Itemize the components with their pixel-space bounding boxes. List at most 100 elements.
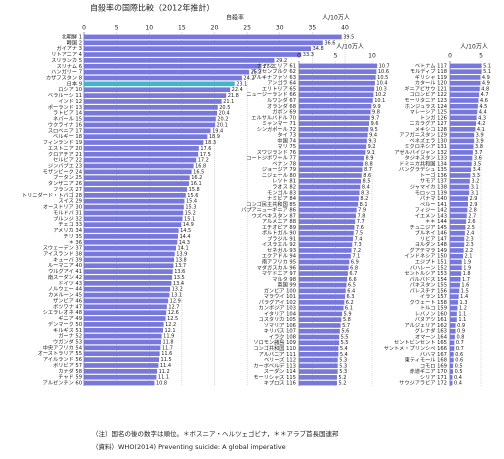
category-label: パナマ 140	[420, 195, 447, 202]
bar	[450, 196, 468, 201]
bar	[299, 86, 375, 92]
x-tick-label: 0	[82, 25, 86, 32]
category-label: セネガル 93	[267, 246, 296, 254]
category-label: ドイツ 43	[58, 281, 82, 287]
bar	[450, 294, 459, 299]
value-label: 7.5	[355, 231, 363, 237]
bar	[450, 363, 454, 369]
category-label: オマーン 164	[415, 333, 448, 340]
value-label: 3.3	[472, 173, 480, 179]
value-label: 16.1	[191, 181, 202, 187]
bar	[450, 80, 481, 86]
category-label: ロシア 10	[58, 86, 82, 93]
category-label: カンボジア 103	[259, 304, 297, 312]
value-label: 1.1	[458, 317, 466, 323]
value-label: 13.7	[175, 263, 186, 269]
value-label: 5.5	[341, 334, 349, 340]
category-label: エジプト 151	[415, 258, 447, 265]
category-label: ジョージア 79	[262, 166, 296, 173]
bar	[450, 317, 457, 322]
bar	[84, 351, 160, 357]
category-label: ガンビア 100	[264, 286, 296, 294]
value-label: 39.5	[343, 34, 354, 40]
bar	[84, 245, 177, 251]
category-label: ベルギー 18	[53, 133, 82, 140]
category-label: エルサルバドル 70	[251, 114, 296, 121]
value-label: 9.1	[367, 150, 375, 156]
category-label: バヌアツ 161	[415, 316, 447, 323]
value-label: 15.3	[185, 205, 196, 211]
bar	[299, 271, 348, 276]
bar	[450, 213, 467, 219]
bar	[299, 288, 346, 294]
value-label: 23.1	[236, 81, 247, 87]
value-label: 3.6	[474, 156, 482, 162]
category-label: イエメン 143	[415, 212, 447, 219]
bar	[84, 175, 190, 181]
bar	[299, 311, 343, 317]
value-label: 10.2	[375, 92, 386, 98]
value-label: 0.5	[455, 369, 463, 375]
category-label: モーリタニア 123	[404, 96, 447, 104]
value-label: 22.4	[232, 87, 243, 93]
bar	[450, 242, 465, 247]
category-label: アメリカ 34	[53, 227, 82, 234]
bar	[84, 239, 178, 245]
value-label: 2.9	[469, 202, 477, 208]
category-label: スリランカ 5	[51, 57, 82, 64]
value-label: 8.9	[365, 156, 373, 162]
x-tick-label: 0	[448, 53, 452, 60]
category-label: 日本 9	[67, 79, 82, 87]
bar	[299, 380, 337, 386]
bar	[84, 210, 184, 216]
value-label: 5.2	[338, 381, 346, 387]
value-label: 3.5	[473, 161, 481, 167]
bar	[450, 98, 479, 103]
bar	[450, 369, 454, 374]
category-label: チリ 35	[63, 233, 82, 240]
bar	[84, 40, 323, 46]
bar	[299, 300, 345, 305]
category-label: シリア 171	[420, 374, 447, 381]
x-tick-label: 0	[297, 53, 301, 60]
value-label: 0.8	[456, 334, 464, 340]
value-label: 2.1	[465, 254, 473, 260]
category-label: ニュージーランド 66	[246, 91, 296, 98]
value-label: 4.9	[482, 75, 490, 81]
value-label: 5.3	[339, 369, 347, 375]
value-label: 6.6	[349, 277, 357, 283]
x-tick-label: 5	[334, 53, 338, 60]
value-label: 15.8	[189, 187, 200, 193]
value-label: 1.9	[463, 265, 471, 271]
bar	[84, 280, 172, 286]
bar	[450, 357, 454, 363]
value-label: 8.2	[360, 196, 368, 202]
bar	[450, 75, 481, 80]
category-label: キプロス 116	[264, 380, 296, 387]
category-label: スロベニア 17	[48, 127, 82, 134]
bar	[299, 196, 359, 201]
value-label: 0.5	[455, 363, 463, 369]
bar	[84, 228, 179, 233]
bar	[84, 34, 342, 40]
category-label: カナダ 58	[58, 367, 82, 375]
bar	[84, 251, 175, 257]
category-label: 南アフリカ 95	[262, 257, 296, 265]
value-label: 16.2	[191, 175, 202, 181]
value-label: 3.2	[471, 179, 479, 185]
category-label: スーダン 114	[264, 367, 297, 375]
value-label: 11.4	[160, 363, 171, 369]
category-label: キルギス 51	[53, 327, 82, 334]
category-label: ギリシャ 119	[415, 74, 447, 81]
bar	[84, 99, 222, 104]
category-label: アイスランド 38	[43, 251, 82, 258]
value-label: 7.2	[353, 248, 361, 254]
bar	[84, 216, 183, 222]
category-label: インド 12	[58, 99, 82, 105]
category-label: レソト 81	[272, 179, 296, 185]
x-tick-label: 5	[479, 53, 483, 60]
category-label: セルビア 22	[53, 156, 82, 164]
value-label: 5.6	[341, 329, 349, 335]
bar	[84, 93, 227, 98]
